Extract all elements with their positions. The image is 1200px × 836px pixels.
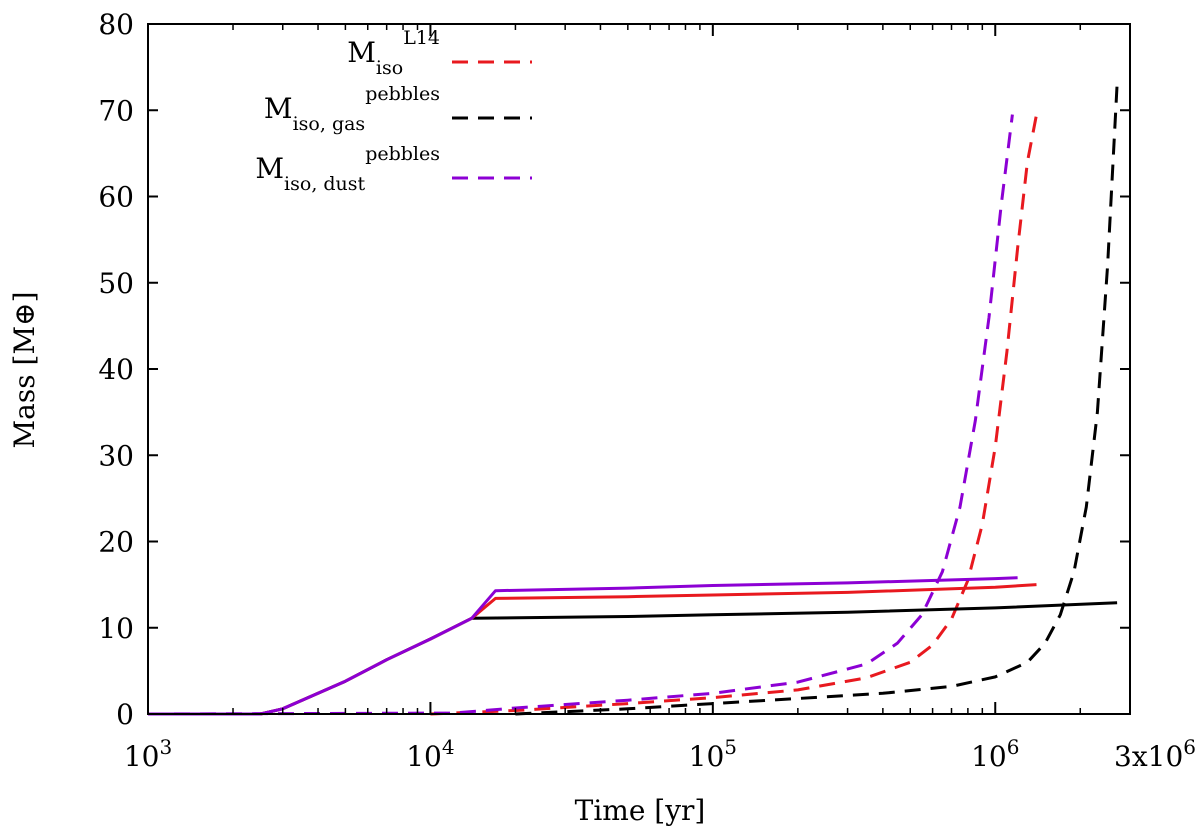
series-line-0-dashed [430, 114, 1038, 716]
y-tick-label: 70 [98, 94, 134, 127]
legend-label-subscript: iso [376, 57, 403, 79]
legend-label-superscript: pebbles [365, 143, 440, 165]
y-tick-label: 0 [116, 698, 134, 731]
x-tick-base: 3x10 [1114, 740, 1183, 773]
x-tick-base: 10 [406, 740, 442, 773]
legend-label-main: M [264, 92, 293, 125]
x-tick-exponent: 6 [1183, 735, 1196, 759]
legend-entry-0: MisoL14 [347, 27, 532, 79]
x-tick-base: 10 [124, 740, 160, 773]
y-axis-label: Mass [M⊕] [8, 292, 41, 449]
y-tick-label: 30 [98, 439, 134, 472]
legend-label: Miso, dustpebbles [255, 143, 440, 195]
x-tick-exponent: 4 [442, 735, 455, 759]
legend-label-subscript: iso, dust [284, 173, 365, 195]
legend-label-superscript: pebbles [365, 83, 440, 105]
legend-entry-2: Miso, dustpebbles [255, 143, 532, 195]
x-tick-label: 103 [124, 735, 172, 773]
legend-label: MisoL14 [347, 27, 440, 79]
legend-entry-1: Miso, gas pebbles [264, 83, 532, 135]
y-tick-label: 80 [98, 8, 134, 41]
x-tick-base: 10 [689, 740, 725, 773]
series-line-4-solid [148, 583, 1037, 716]
legend-label-superscript: L14 [403, 27, 440, 49]
x-tick-base: 10 [971, 740, 1007, 773]
legend-label: Miso, gas pebbles [264, 83, 440, 135]
legend-label-main: M [255, 152, 284, 185]
series-line-3-solid [148, 601, 1118, 716]
legend-label-subscript: iso, gas [293, 113, 366, 135]
x-tick-exponent: 5 [724, 735, 737, 759]
x-tick-label: 106 [971, 735, 1019, 773]
x-tick-label: 105 [689, 735, 737, 773]
series-line-2-dashed [147, 114, 1014, 716]
y-tick-label: 60 [98, 181, 134, 214]
y-tick-label: 20 [98, 526, 134, 559]
legend-label-main: M [347, 36, 376, 69]
y-tick-label: 10 [98, 612, 134, 645]
x-tick-label: 3x106 [1114, 735, 1196, 773]
x-axis-label: Time [yr] [575, 794, 706, 827]
x-tick-exponent: 3 [159, 735, 172, 759]
x-tick-exponent: 6 [1007, 735, 1020, 759]
y-tick-label: 50 [98, 267, 134, 300]
y-tick-label: 40 [98, 353, 134, 386]
x-tick-label: 104 [406, 735, 454, 773]
